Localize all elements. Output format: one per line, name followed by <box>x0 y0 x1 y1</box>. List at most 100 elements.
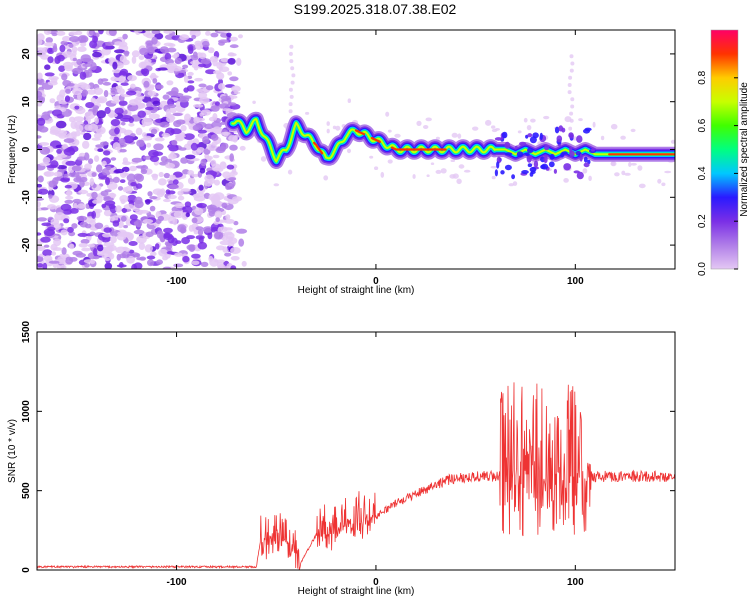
noise-blob <box>222 108 230 112</box>
noise-blob <box>100 141 109 146</box>
noise-blob <box>96 110 107 119</box>
noise-blob <box>103 90 109 98</box>
noise-blob <box>224 218 235 224</box>
noise-blob <box>131 50 140 58</box>
noise-blob <box>43 30 52 35</box>
noise-blob <box>122 33 128 40</box>
noise-blob <box>179 34 190 41</box>
noise-blob <box>52 46 58 53</box>
noise-blob <box>236 228 248 234</box>
noise-blob <box>105 165 112 171</box>
noise-blob <box>159 121 170 128</box>
noise-blob <box>150 251 157 257</box>
noise-blob <box>228 102 237 106</box>
noise-blob <box>96 164 103 173</box>
noise-blob <box>61 51 73 58</box>
noise-blob <box>120 198 126 205</box>
noise-blob <box>175 100 182 108</box>
noise-blob <box>77 203 87 209</box>
noise-blob <box>81 247 91 252</box>
scatter-blob <box>614 172 620 177</box>
noise-blob <box>72 67 83 75</box>
noise-blob <box>180 226 186 234</box>
noise-blob <box>195 226 204 231</box>
noise-blob <box>121 207 127 214</box>
noise-blob <box>214 259 226 263</box>
scatter-blob <box>491 175 496 180</box>
noise-blob <box>80 239 90 244</box>
scatter-blob <box>374 166 379 170</box>
noise-blob <box>37 201 41 208</box>
noise-blob <box>167 184 179 190</box>
scatter-blob <box>491 128 498 133</box>
noise-blob <box>114 41 124 46</box>
scatter-blob <box>252 100 256 105</box>
noise-blob <box>74 105 80 110</box>
noise-blob <box>68 172 80 178</box>
wisp-blob <box>290 80 295 85</box>
noise-blob <box>82 63 93 67</box>
noise-blob <box>191 63 199 68</box>
noise-blob <box>190 142 198 151</box>
chart-title: S199.2025.318.07.38.E02 <box>293 1 457 17</box>
noise-blob <box>210 226 219 233</box>
noise-blob <box>37 197 44 201</box>
noise-blob <box>220 121 227 125</box>
noise-blob <box>61 73 68 81</box>
noise-blob <box>191 173 200 178</box>
scatter-blob <box>630 162 637 166</box>
noise-blob <box>197 229 204 236</box>
noise-blob <box>136 257 146 261</box>
noise-blob <box>210 134 219 141</box>
trace-blob <box>583 156 588 163</box>
noise-blob <box>91 172 97 177</box>
noise-blob <box>218 83 226 90</box>
noise-blob <box>230 255 240 261</box>
noise-blob <box>198 52 207 60</box>
noise-blob <box>140 168 148 175</box>
noise-blob <box>227 71 233 76</box>
noise-blob <box>103 242 115 247</box>
noise-blob <box>144 244 153 253</box>
noise-blob <box>94 117 99 125</box>
scatter-blob <box>624 172 631 176</box>
noise-blob <box>205 155 213 161</box>
noise-blob <box>148 149 159 158</box>
noise-blob <box>142 219 154 224</box>
noise-blob <box>37 47 46 52</box>
noise-blob <box>186 235 196 240</box>
noise-blob <box>76 215 88 221</box>
scatter-blob <box>435 136 440 141</box>
noise-blob <box>187 80 195 84</box>
noise-blob <box>55 132 66 137</box>
noise-blob <box>86 192 92 197</box>
scatter-blob <box>637 165 643 171</box>
colorbar-label: Normalized spectral amplitude <box>739 82 750 217</box>
noise-blob <box>181 237 191 245</box>
noise-blob <box>41 222 52 227</box>
scatter-blob <box>385 111 390 117</box>
noise-blob <box>191 260 200 266</box>
noise-blob <box>104 257 111 261</box>
noise-blob <box>241 260 247 267</box>
noise-blob <box>168 145 179 152</box>
noise-blob <box>212 154 220 159</box>
noise-blob <box>46 164 58 169</box>
noise-blob <box>114 168 125 174</box>
snr-series-line <box>37 382 675 570</box>
noise-blob <box>67 226 74 233</box>
noise-blob <box>110 235 117 244</box>
noise-blob <box>149 75 159 79</box>
noise-blob <box>174 57 182 65</box>
noise-blob <box>105 41 115 46</box>
noise-blob <box>238 238 245 247</box>
noise-blob <box>112 142 121 151</box>
noise-blob <box>226 32 232 38</box>
trace-blob <box>556 135 563 143</box>
noise-blob <box>175 119 186 125</box>
noise-blob <box>100 190 109 197</box>
noise-blob <box>77 232 88 237</box>
noise-blob <box>175 134 186 138</box>
noise-blob <box>174 252 183 257</box>
scatter-blob <box>287 169 293 175</box>
